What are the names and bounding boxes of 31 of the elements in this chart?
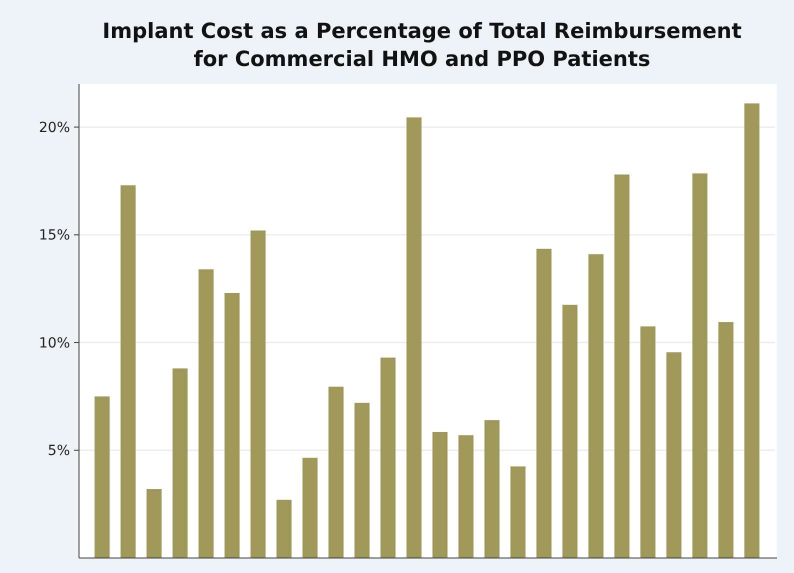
bar (302, 458, 318, 558)
bar (562, 304, 578, 558)
bar (692, 173, 708, 558)
y-tick-label: 20% (38, 120, 70, 136)
bar (354, 402, 370, 558)
bar (224, 292, 240, 558)
bar (484, 420, 500, 558)
y-tick-label: 15% (38, 228, 70, 244)
bar (328, 386, 344, 558)
bar (250, 230, 266, 558)
bar (536, 248, 552, 558)
bar (666, 352, 682, 558)
bar (172, 368, 188, 558)
bar (458, 435, 474, 558)
bar (510, 466, 526, 558)
y-tick-label: 10% (38, 335, 70, 352)
y-tick-label: 5% (48, 443, 70, 460)
bar (120, 185, 136, 558)
bar (640, 326, 656, 558)
bar (380, 358, 396, 558)
bar (744, 103, 760, 558)
chart-title: Implant Cost as a Percentage of Total Reimbursement for Commercial HMO and PPO Patients (102, 19, 742, 71)
bar (94, 396, 110, 558)
bar (432, 432, 448, 558)
bar (614, 174, 630, 558)
bar (406, 117, 422, 558)
bar (588, 254, 604, 558)
bar (146, 489, 162, 558)
bar (198, 269, 214, 558)
bar (276, 500, 292, 558)
bar (718, 322, 734, 558)
